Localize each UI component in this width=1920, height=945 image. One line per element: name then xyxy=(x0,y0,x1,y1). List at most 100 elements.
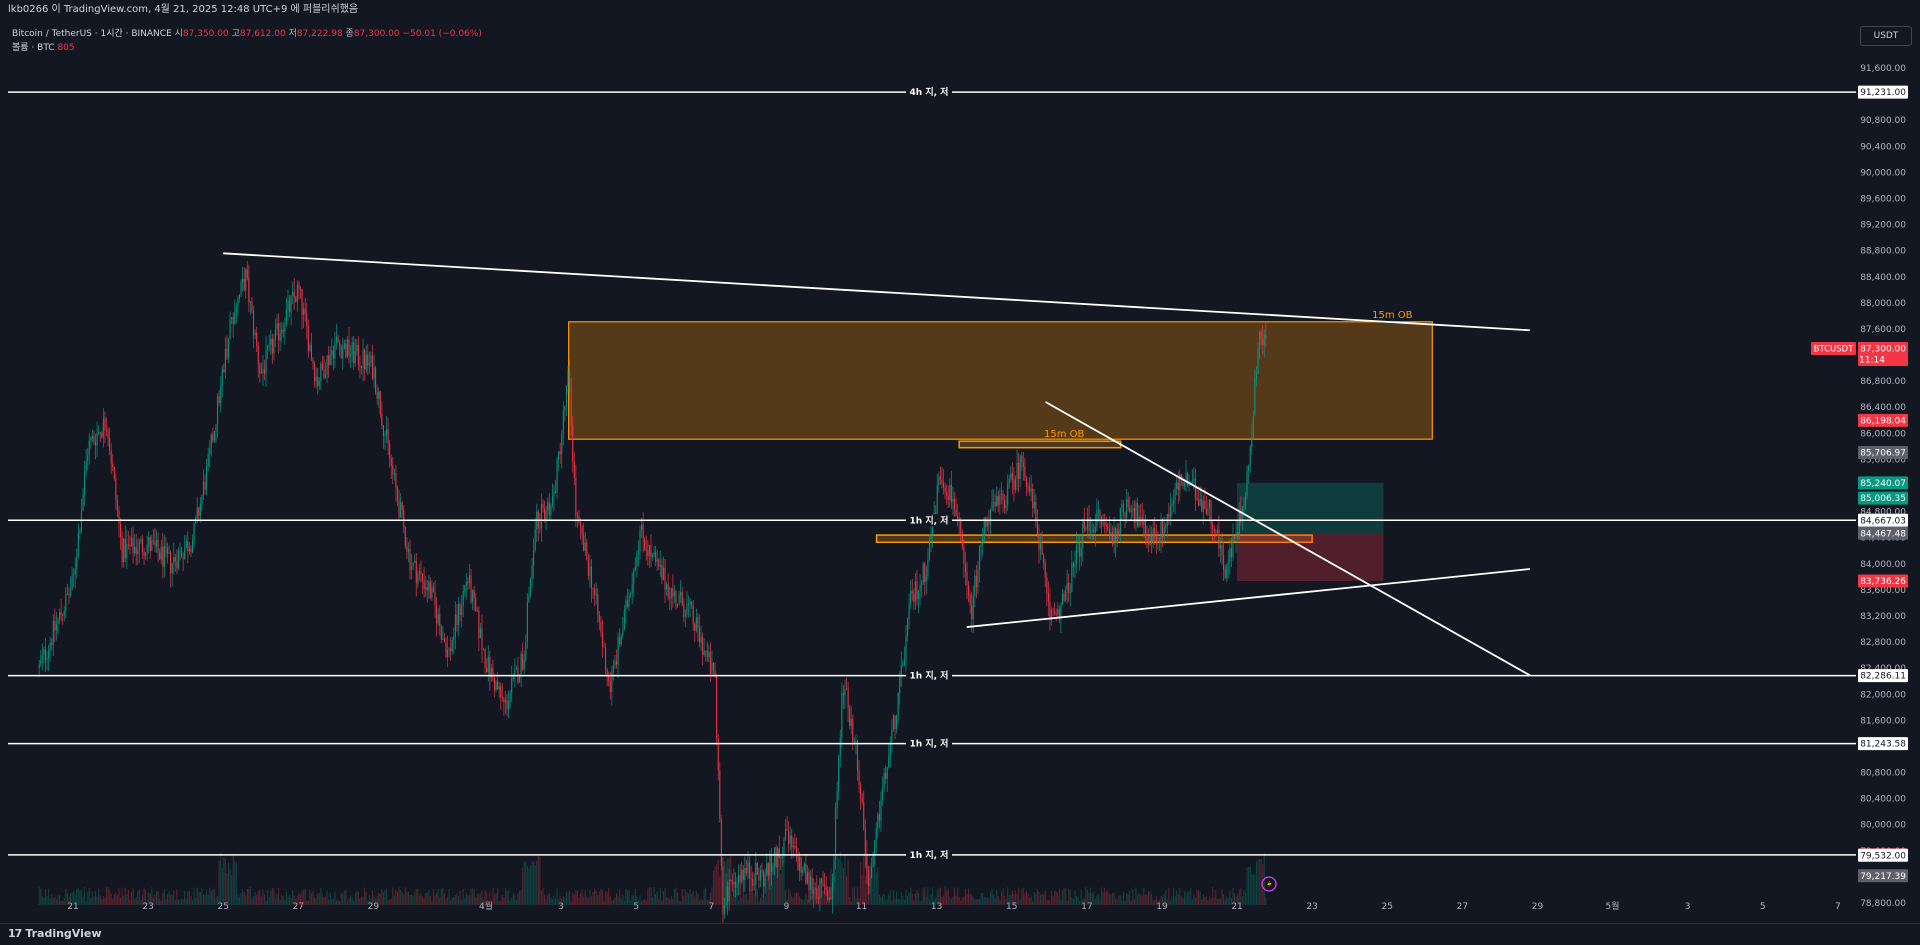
order-block-zone[interactable]: 15m OB xyxy=(568,310,1433,440)
volume-bar xyxy=(874,859,876,905)
loss-zone[interactable] xyxy=(1237,533,1384,582)
candle xyxy=(301,289,303,329)
volume-bar xyxy=(606,892,608,905)
candle xyxy=(41,643,43,671)
volume-bar xyxy=(961,897,963,905)
candle xyxy=(520,650,522,688)
candle xyxy=(947,485,949,509)
candle xyxy=(597,588,599,623)
lightning-icon[interactable] xyxy=(1261,876,1277,892)
volume-bar xyxy=(1262,863,1264,905)
time-tick-label: 25 xyxy=(1382,902,1393,912)
candle xyxy=(284,317,286,345)
candle xyxy=(1252,410,1254,440)
profit-zone[interactable] xyxy=(1237,482,1384,534)
price-tick-label: 91,600.00 xyxy=(1860,64,1906,74)
candle xyxy=(298,280,300,300)
volume-bar xyxy=(548,892,550,905)
candle xyxy=(780,856,782,870)
candle xyxy=(1215,529,1217,538)
trendline[interactable] xyxy=(223,252,1530,332)
candle xyxy=(698,614,701,648)
candle xyxy=(163,535,165,578)
symbol-title[interactable]: Bitcoin / TetherUS · 1시간 · BINANCE xyxy=(12,29,172,39)
trendline[interactable] xyxy=(1045,401,1531,677)
price-axis-tag: 79,217.39 xyxy=(1858,869,1908,883)
volume-bar xyxy=(299,894,302,905)
candle xyxy=(1127,492,1129,512)
candle xyxy=(324,361,327,379)
candle xyxy=(966,561,968,600)
volume-bar xyxy=(1215,889,1217,905)
volume-bar xyxy=(584,890,586,905)
candle xyxy=(777,846,779,878)
candle xyxy=(872,851,874,868)
candle xyxy=(628,589,630,612)
volume-bar xyxy=(802,899,804,905)
volume-bar xyxy=(149,893,151,905)
candle xyxy=(1041,531,1043,555)
candle xyxy=(758,867,760,889)
volume-bar xyxy=(1229,890,1231,905)
candle xyxy=(723,898,726,919)
volume-bar xyxy=(551,898,553,905)
horizontal-level[interactable]: 1h 지, 저 xyxy=(8,737,1856,750)
candle xyxy=(770,848,772,887)
horizontal-level[interactable]: 1h 지, 저 xyxy=(8,669,1856,682)
volume-bar xyxy=(464,898,466,905)
time-axis[interactable]: 21 23 25 27 29 4월 3 5 7 9 11 13 15 17 19 21 23 25 27 29 5월 3 5… xyxy=(67,900,1840,912)
candle xyxy=(138,538,140,564)
time-tick-label: 5월 xyxy=(1606,900,1620,912)
volume-bar xyxy=(1171,895,1173,905)
volume-bar xyxy=(115,892,117,905)
volume-bar xyxy=(1013,894,1015,905)
horizontal-level[interactable]: 1h 지, 저 xyxy=(8,514,1856,527)
volume-bar xyxy=(1144,894,1146,905)
volume-bar xyxy=(800,898,802,905)
candle xyxy=(570,377,572,436)
order-block-zone[interactable] xyxy=(875,534,1313,544)
volume-bar xyxy=(1226,896,1228,905)
candle xyxy=(417,570,419,588)
candle xyxy=(110,443,112,475)
volume-bar xyxy=(1165,890,1167,905)
volume-bar xyxy=(354,893,356,905)
candle xyxy=(274,318,277,348)
candle xyxy=(1097,500,1099,522)
volume-bar xyxy=(271,887,273,905)
candle xyxy=(921,579,923,598)
price-tick-label: 84,800.00 xyxy=(1860,508,1906,518)
volume-bar xyxy=(166,894,169,905)
volume-bar xyxy=(855,898,857,905)
volume-bar xyxy=(647,888,649,905)
volume-bar xyxy=(716,863,718,905)
candle xyxy=(523,650,525,675)
volume-bar xyxy=(204,894,206,905)
candle xyxy=(245,267,247,299)
volume-bar xyxy=(487,900,489,905)
svg-text:85,006.35: 85,006.35 xyxy=(1860,494,1906,504)
candle xyxy=(229,311,231,340)
candle xyxy=(66,583,68,595)
candle xyxy=(822,871,824,888)
horizontal-level[interactable]: 1h 지, 저 xyxy=(8,848,1856,861)
candle xyxy=(453,627,455,654)
volume-bar xyxy=(409,894,411,905)
volume-bar xyxy=(234,861,236,905)
currency-button[interactable]: USDT xyxy=(1860,26,1912,46)
tradingview-logo[interactable]: 17 TradingView xyxy=(8,927,102,940)
volume-bar xyxy=(329,892,331,905)
price-chart[interactable]: 91,600.0091,200.0090,800.0090,400.0090,0… xyxy=(0,20,1920,923)
candle xyxy=(944,482,946,500)
horizontal-level[interactable]: 4h 지, 저 xyxy=(8,86,1856,99)
volume-bar xyxy=(666,897,668,905)
volume-bar xyxy=(861,875,863,905)
price-tick-label: 84,000.00 xyxy=(1860,560,1906,570)
volume-bar xyxy=(473,889,475,905)
candle xyxy=(680,580,682,603)
volume-bar xyxy=(152,898,154,905)
volume-bar xyxy=(680,900,682,905)
volume-label[interactable]: 볼륨 · BTC xyxy=(12,43,55,53)
candle xyxy=(356,339,358,356)
trendline[interactable] xyxy=(966,568,1531,628)
